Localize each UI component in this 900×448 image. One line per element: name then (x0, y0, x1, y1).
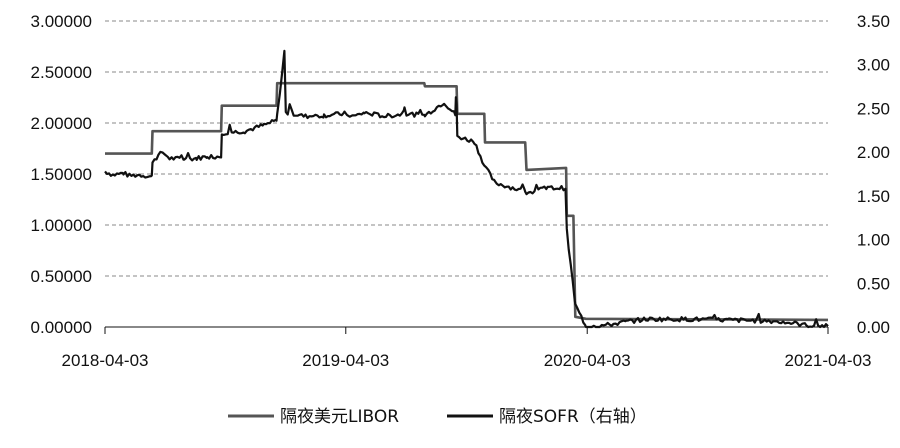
left-axis: 0.00000 0.50000 1.00000 1.50000 2.00000 2.500… (31, 12, 92, 337)
legend: 隔夜美元LIBOR 隔夜SOFR（右轴） (228, 407, 647, 427)
right-tick-label: 1.50 (857, 187, 890, 206)
right-tick-label: 0.50 (857, 274, 890, 293)
right-tick-label: 2.50 (857, 99, 890, 118)
gridlines (105, 20, 828, 277)
left-tick-label: 0.50000 (31, 267, 92, 286)
x-tick-label: 2019-04-03 (302, 351, 389, 370)
x-tick-label: 2021-04-03 (785, 351, 872, 370)
x-tick-label: 2020-04-03 (544, 351, 631, 370)
right-tick-label: 2.00 (857, 143, 890, 162)
left-tick-label: 2.50000 (31, 63, 92, 82)
left-tick-label: 3.00000 (31, 12, 92, 31)
left-tick-label: 1.00000 (31, 216, 92, 235)
legend-label-sofr: 隔夜SOFR（右轴） (499, 407, 647, 427)
right-tick-label: 1.00 (857, 231, 890, 250)
left-tick-label: 0.00000 (31, 318, 92, 337)
series-line-libor (105, 81, 829, 322)
series-layer (104, 49, 829, 329)
legend-item-libor: 隔夜美元LIBOR (228, 407, 399, 427)
left-tick-label: 2.00000 (31, 114, 92, 133)
legend-item-sofr: 隔夜SOFR（右轴） (447, 407, 647, 427)
x-tick-label: 2018-04-03 (62, 351, 149, 370)
x-axis: 2018-04-03 2019-04-03 2020-04-03 2021-04-03 (62, 326, 872, 370)
right-tick-label: 3.50 (857, 12, 890, 31)
right-tick-label: 0.00 (857, 318, 890, 337)
right-axis: 0.00 0.50 1.00 1.50 2.00 2.50 3.00 3.50 (857, 12, 890, 337)
left-tick-label: 1.50000 (31, 165, 92, 184)
legend-label-libor: 隔夜美元LIBOR (280, 407, 399, 427)
right-tick-label: 3.00 (857, 56, 890, 75)
series-line-sofr (104, 49, 829, 329)
